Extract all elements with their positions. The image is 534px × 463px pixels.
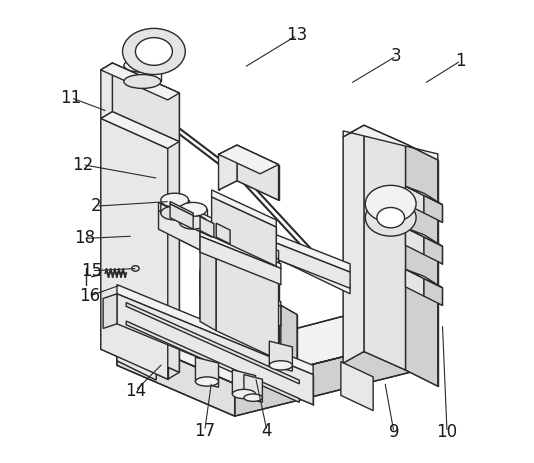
Polygon shape (159, 211, 218, 259)
Ellipse shape (136, 38, 172, 65)
Polygon shape (341, 362, 373, 411)
Ellipse shape (365, 199, 416, 236)
Text: 3: 3 (391, 47, 402, 65)
Polygon shape (101, 119, 168, 379)
Text: 18: 18 (74, 230, 95, 247)
Polygon shape (101, 63, 179, 100)
Ellipse shape (179, 215, 207, 229)
Polygon shape (216, 221, 279, 259)
Ellipse shape (161, 206, 189, 220)
Text: 15: 15 (81, 262, 102, 280)
Polygon shape (177, 206, 191, 227)
Polygon shape (126, 303, 300, 384)
Polygon shape (103, 294, 117, 328)
Polygon shape (405, 186, 424, 213)
Polygon shape (200, 220, 216, 331)
Polygon shape (126, 321, 300, 402)
Polygon shape (101, 63, 112, 119)
Polygon shape (276, 235, 350, 272)
Polygon shape (200, 269, 281, 307)
Polygon shape (405, 144, 438, 386)
Polygon shape (424, 279, 442, 306)
Polygon shape (216, 223, 230, 244)
Text: 2: 2 (91, 197, 101, 215)
Polygon shape (117, 292, 438, 384)
Polygon shape (424, 237, 442, 264)
Ellipse shape (232, 389, 255, 399)
Ellipse shape (132, 266, 139, 271)
Polygon shape (405, 228, 424, 255)
Ellipse shape (122, 28, 185, 75)
Polygon shape (234, 333, 438, 416)
Ellipse shape (124, 75, 161, 88)
Polygon shape (117, 333, 234, 416)
Polygon shape (101, 112, 179, 149)
Polygon shape (218, 145, 237, 190)
Polygon shape (117, 324, 156, 380)
Text: 12: 12 (72, 156, 93, 174)
Polygon shape (117, 285, 313, 375)
Polygon shape (237, 145, 279, 200)
Polygon shape (170, 204, 193, 229)
Text: 10: 10 (436, 423, 458, 441)
Text: 16: 16 (78, 287, 100, 305)
Ellipse shape (377, 207, 405, 228)
Ellipse shape (161, 193, 189, 207)
Polygon shape (200, 236, 281, 285)
Polygon shape (112, 112, 179, 372)
Polygon shape (161, 204, 211, 237)
Polygon shape (117, 294, 313, 405)
Ellipse shape (195, 377, 218, 386)
Polygon shape (112, 63, 179, 142)
Polygon shape (117, 333, 156, 379)
Polygon shape (200, 273, 216, 333)
Polygon shape (405, 228, 442, 246)
Polygon shape (343, 125, 438, 160)
Text: 1: 1 (456, 52, 466, 70)
Polygon shape (168, 197, 350, 294)
Polygon shape (170, 201, 193, 215)
Polygon shape (216, 229, 279, 360)
Polygon shape (200, 232, 281, 269)
Text: 17: 17 (194, 422, 215, 440)
Ellipse shape (179, 202, 207, 216)
Text: 9: 9 (389, 423, 399, 441)
Polygon shape (373, 310, 438, 368)
Polygon shape (405, 269, 424, 296)
Polygon shape (343, 125, 364, 363)
Polygon shape (101, 112, 112, 349)
Polygon shape (195, 357, 218, 387)
Polygon shape (112, 112, 179, 372)
Polygon shape (200, 274, 281, 326)
Ellipse shape (269, 361, 293, 370)
Polygon shape (405, 186, 442, 205)
Polygon shape (244, 375, 262, 402)
Polygon shape (232, 370, 255, 400)
Polygon shape (424, 195, 442, 222)
Polygon shape (211, 197, 276, 266)
Polygon shape (200, 217, 214, 238)
Polygon shape (405, 269, 442, 288)
Polygon shape (276, 243, 350, 288)
Ellipse shape (124, 58, 161, 72)
Polygon shape (269, 341, 293, 371)
Text: 14: 14 (125, 382, 146, 400)
Ellipse shape (365, 185, 416, 222)
Text: 4: 4 (262, 422, 272, 440)
Ellipse shape (244, 394, 262, 401)
Polygon shape (281, 306, 297, 365)
Polygon shape (364, 125, 405, 370)
Polygon shape (211, 190, 276, 227)
Text: 11: 11 (60, 88, 82, 106)
Text: 13: 13 (286, 26, 308, 44)
Polygon shape (218, 145, 279, 174)
Polygon shape (159, 202, 218, 241)
